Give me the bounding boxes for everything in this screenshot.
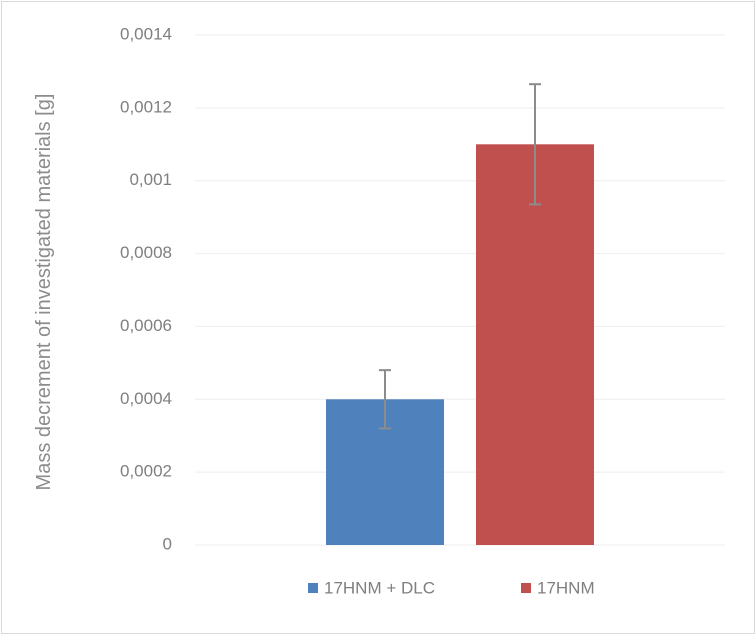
y-tick-label: 0,0012 [120, 97, 172, 116]
bar [476, 144, 594, 546]
y-tick-label: 0 [163, 534, 172, 553]
y-tick-label: 0,0004 [120, 389, 172, 408]
y-tick-label: 0,001 [129, 170, 172, 189]
y-tick-label: 0,0006 [120, 316, 172, 335]
legend-swatch [308, 583, 318, 593]
legend-swatch [521, 583, 531, 593]
y-tick-label: 0,0008 [120, 243, 172, 262]
legend-label: 17HNM + DLC [324, 578, 435, 597]
legend-label: 17HNM [537, 578, 595, 597]
y-tick-label: 0,0002 [120, 462, 172, 481]
y-tick-label: 0,0014 [120, 24, 172, 43]
y-axis-label: Mass decrement of investigated materials… [33, 93, 55, 491]
